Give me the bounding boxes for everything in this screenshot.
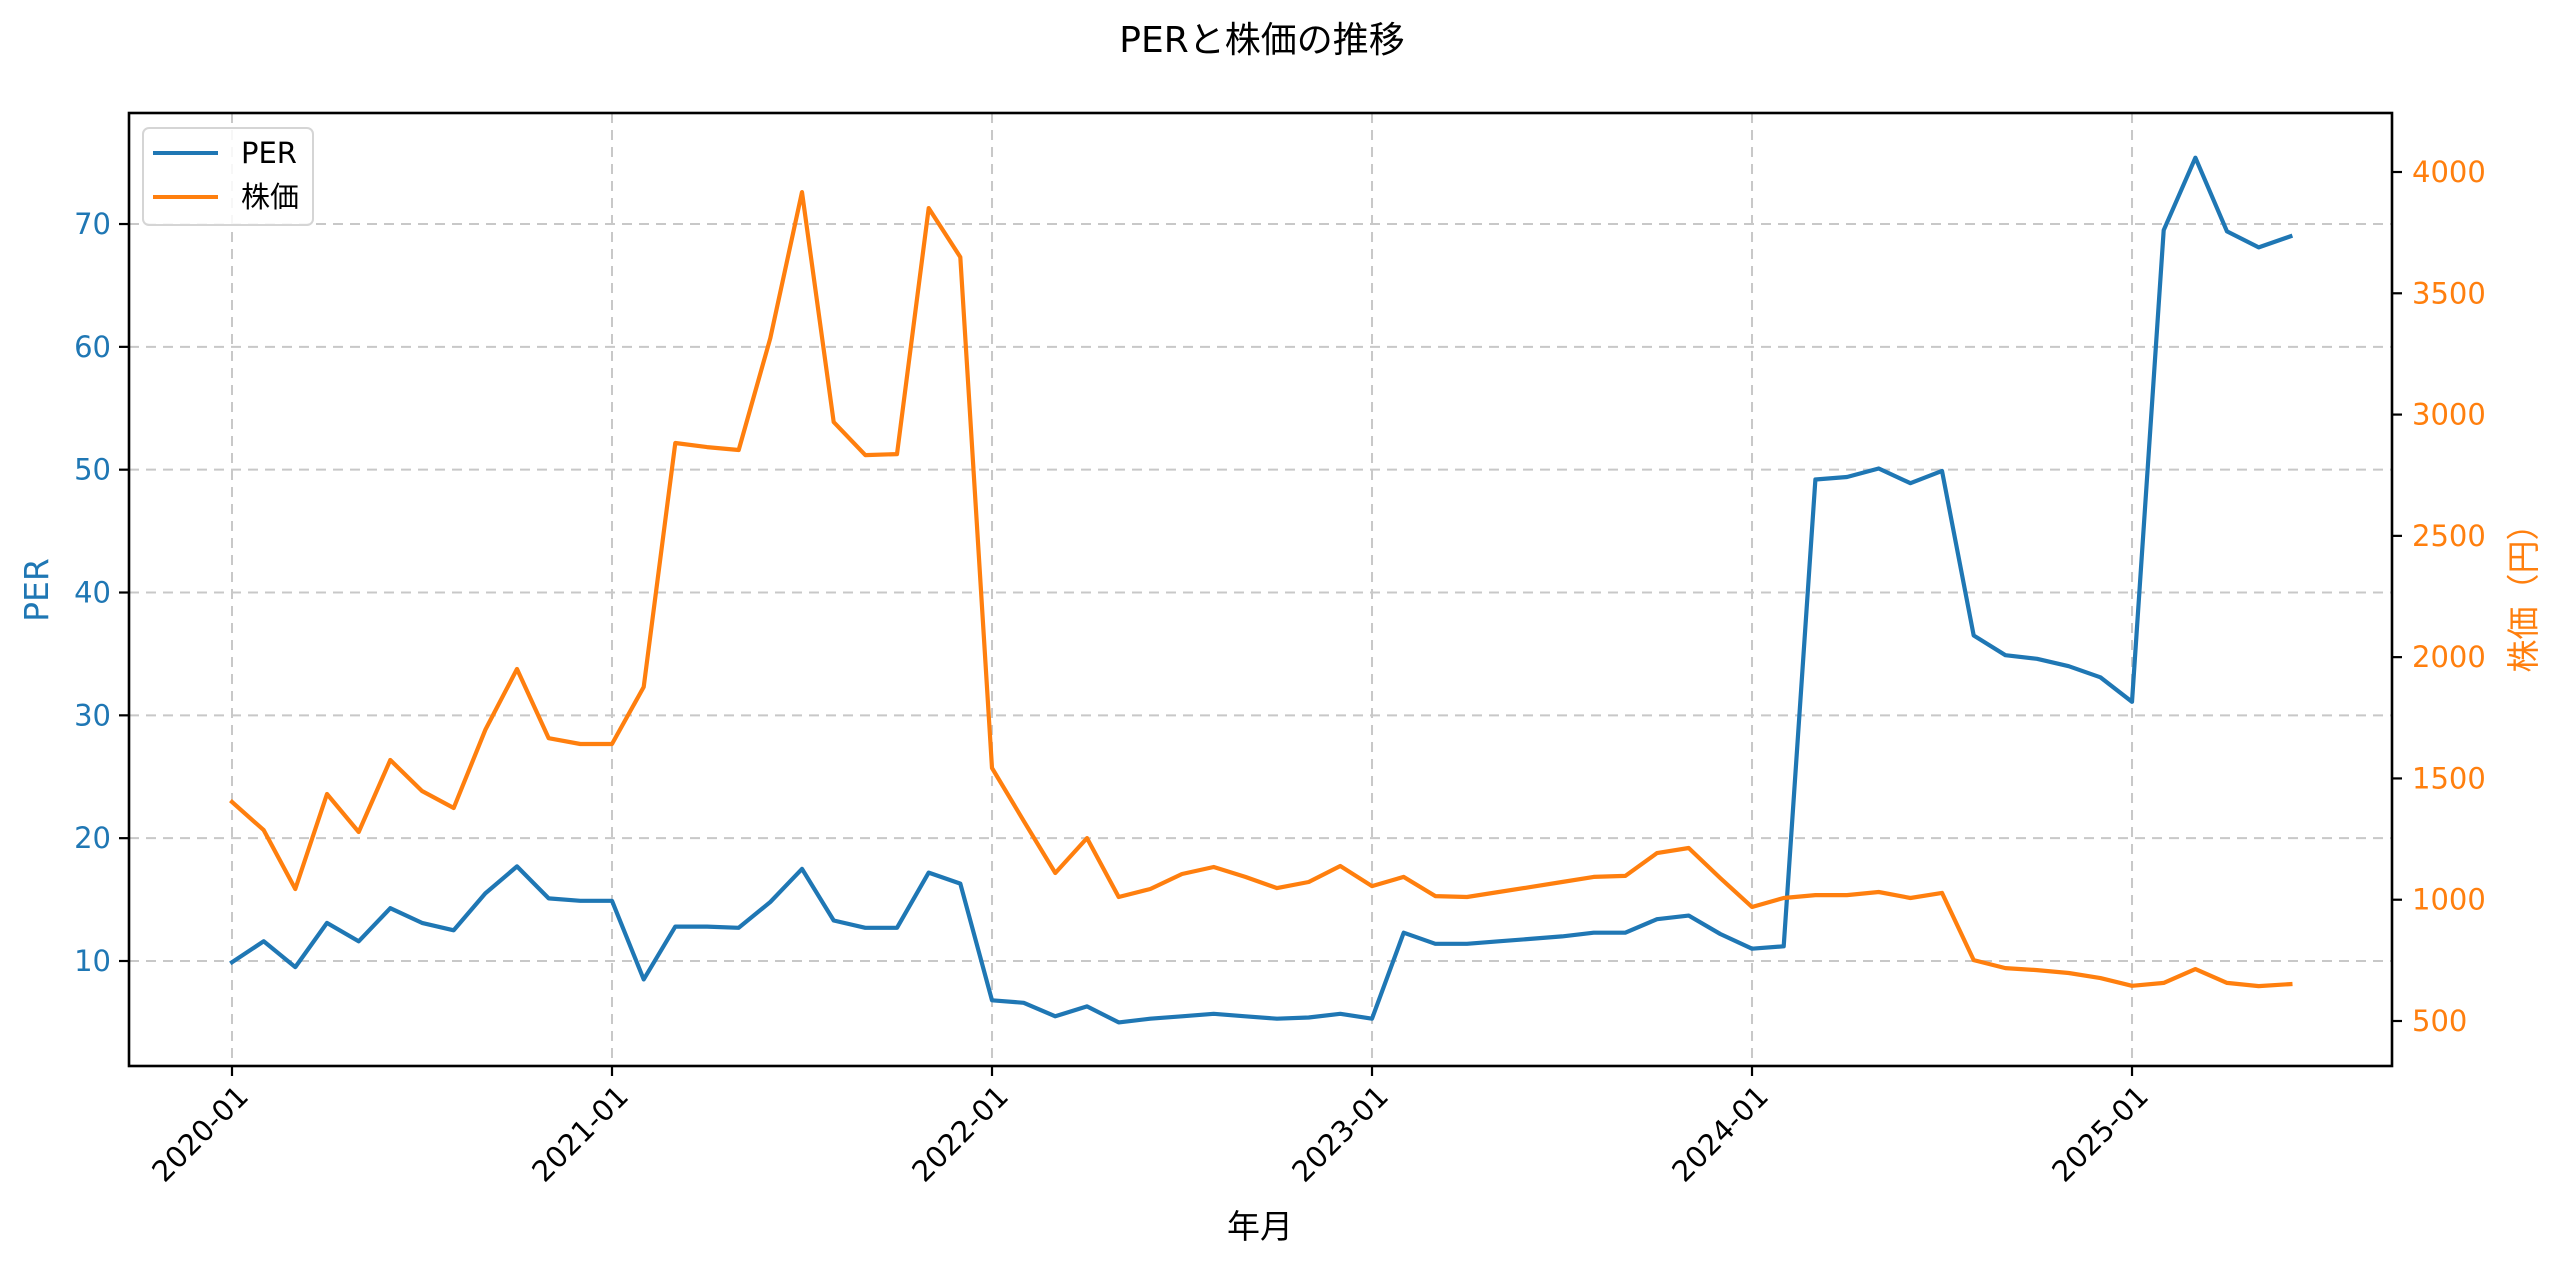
- x-axis-label: 年月: [1227, 1207, 1293, 1246]
- chart-title: PERと株価の推移: [1119, 20, 1404, 61]
- right-tick-label: 1500: [2412, 761, 2486, 795]
- legend-label-price: 株価: [241, 180, 299, 214]
- right-tick-label: 3000: [2412, 398, 2486, 432]
- price-line: [229, 190, 2293, 989]
- legend-label-per: PER: [241, 136, 297, 170]
- data-series: [229, 155, 2294, 1025]
- left-tick-label: 70: [74, 207, 111, 241]
- left-tick-label: 60: [74, 330, 111, 364]
- right-tick-label: 4000: [2412, 155, 2486, 189]
- left-tick-label: 50: [74, 453, 111, 487]
- left-tick-label: 10: [74, 944, 111, 978]
- gridlines: [129, 113, 2392, 1066]
- left-tick-label: 40: [74, 576, 111, 610]
- left-axis-label: PER: [17, 558, 56, 622]
- right-tick-label: 1000: [2412, 883, 2486, 917]
- left-tick-label: 30: [74, 698, 111, 732]
- right-y-axis: 500 1000 1500 2000 2500 3000 3500 4000: [2392, 155, 2486, 1038]
- per-line: [229, 155, 2294, 1025]
- left-y-axis: 10 20 30 40 50 60 70: [74, 207, 129, 978]
- right-axis-label: 株価（円）: [2504, 508, 2543, 673]
- right-tick-label: 3500: [2412, 276, 2486, 310]
- right-tick-label: 2500: [2412, 519, 2486, 553]
- right-tick-label: 500: [2412, 1004, 2467, 1038]
- right-tick-label: 2000: [2412, 640, 2486, 674]
- plot-frame: [127, 111, 2394, 1068]
- left-tick-label: 20: [74, 821, 111, 855]
- legend: PER 株価: [142, 127, 314, 226]
